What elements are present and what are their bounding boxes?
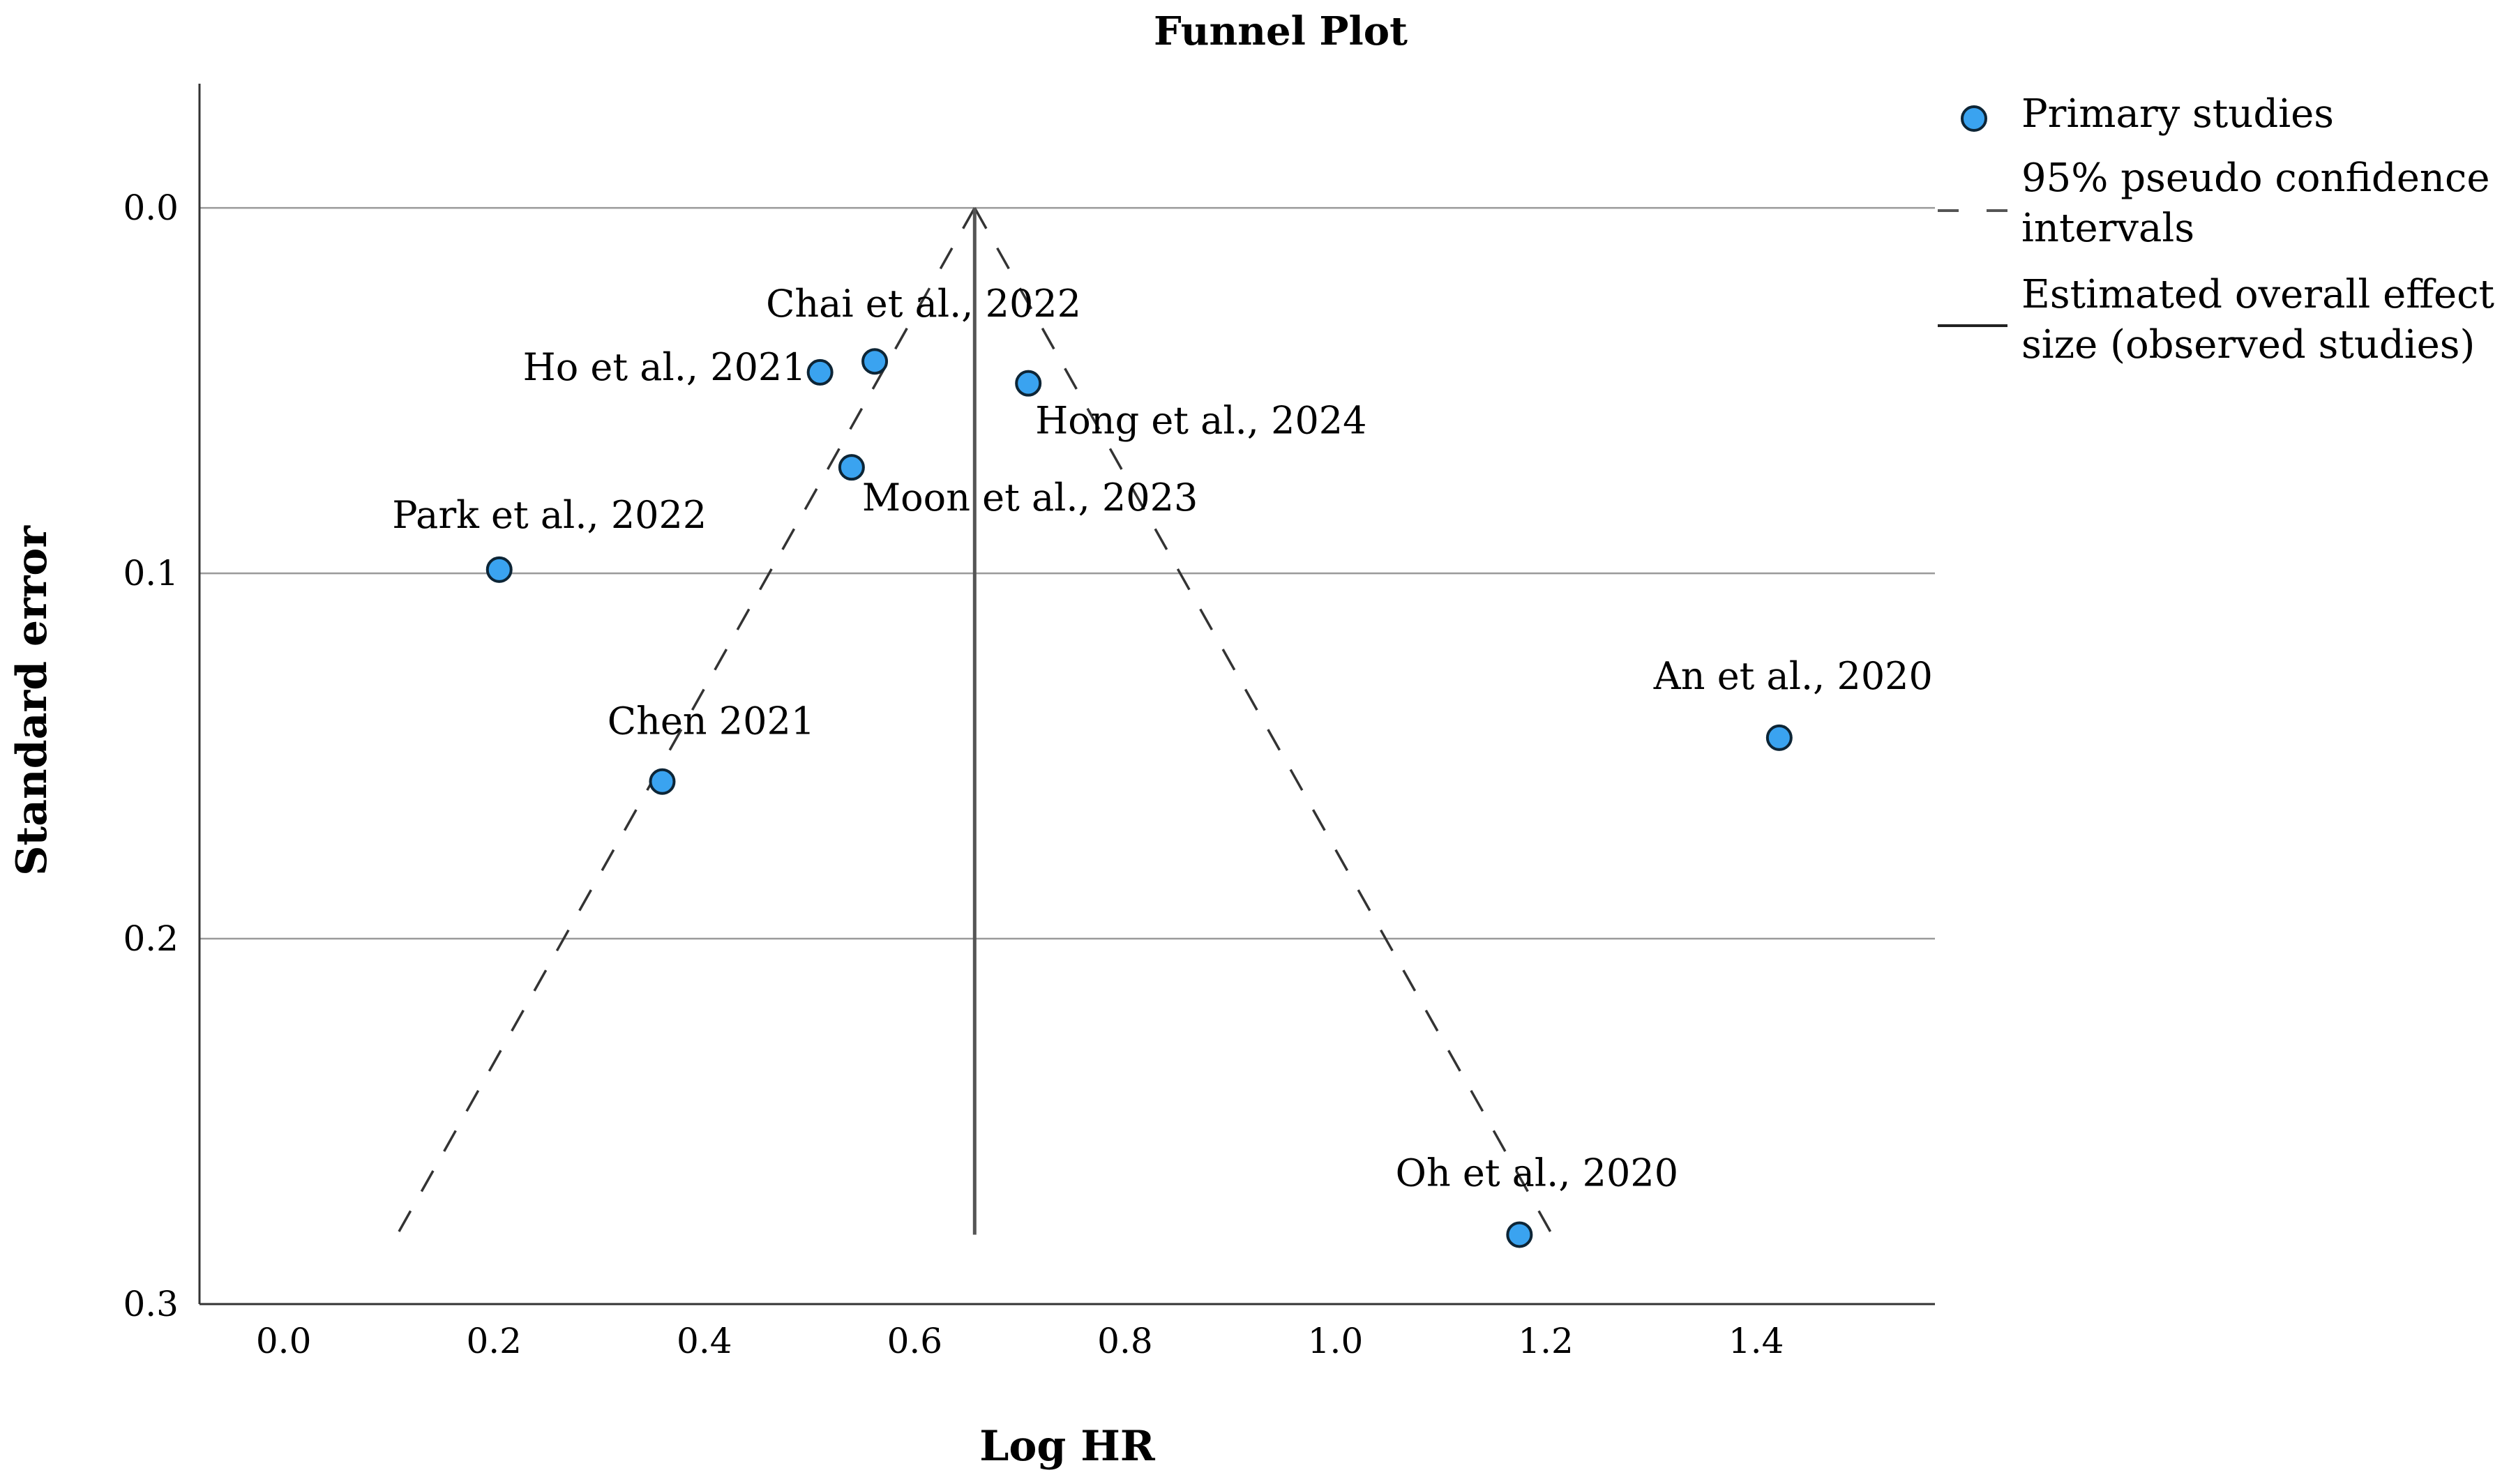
y-axis-title: Standard error — [8, 525, 56, 876]
legend-label: 95% pseudo confidence — [2021, 156, 2489, 201]
data-point-label: Hong et al., 2024 — [1035, 399, 1366, 443]
x-tick-label: 1.0 — [1308, 1321, 1364, 1361]
data-point-label: Moon et al., 2023 — [862, 476, 1198, 520]
y-tick-label: 0.0 — [123, 188, 179, 228]
data-point-label: Ho et al., 2021 — [523, 345, 806, 389]
data-point-label: An et al., 2020 — [1653, 654, 1933, 698]
data-point-label: Oh et al., 2020 — [1396, 1151, 1678, 1195]
x-tick-labels: 0.0 0.2 0.4 0.6 0.8 1.0 1.2 1.4 — [256, 1321, 1784, 1361]
legend-label: size (observed studies) — [2021, 322, 2475, 368]
legend-label: Primary studies — [2021, 91, 2334, 137]
data-point — [838, 454, 865, 481]
x-tick-label: 1.4 — [1728, 1321, 1784, 1361]
y-tick-labels: 0.0 0.1 0.2 0.3 — [123, 188, 179, 1324]
x-tick-label: 0.8 — [1097, 1321, 1153, 1361]
y-tick-label: 0.3 — [123, 1284, 179, 1324]
data-point — [1015, 370, 1042, 397]
x-tick-label: 1.2 — [1518, 1321, 1574, 1361]
x-tick-label: 0.6 — [887, 1321, 943, 1361]
data-point-labels: Chai et al., 2022 Ho et al., 2021 Hong et … — [392, 282, 1933, 1195]
x-tick-label: 0.2 — [466, 1321, 522, 1361]
pseudo-confidence-lines — [395, 207, 1553, 1236]
data-point — [861, 348, 889, 375]
x-tick-label: 0.4 — [677, 1321, 732, 1361]
legend-label: Estimated overall effect — [2021, 272, 2495, 317]
ci-right-line — [973, 207, 1553, 1236]
legend-marker — [1961, 105, 1987, 132]
y-tick-label: 0.2 — [123, 918, 179, 959]
data-point — [485, 556, 513, 583]
y-tick-label: 0.1 — [123, 553, 179, 593]
data-point-label: Chai et al., 2022 — [766, 282, 1081, 326]
data-point-label: Park et al., 2022 — [392, 493, 707, 537]
data-point — [1765, 724, 1793, 751]
x-tick-label: 0.0 — [256, 1321, 312, 1361]
plot-area: 0.0 0.1 0.2 0.3 0.0 0.2 0.4 0.6 0.8 1.0 1.2 1.4 Ch… — [123, 84, 1935, 1361]
data-points — [485, 348, 1793, 1248]
chart-title: Funnel Plot — [1154, 8, 1408, 54]
data-point — [806, 358, 834, 386]
data-point — [649, 768, 676, 795]
data-point-label: Chen 2021 — [608, 699, 815, 743]
legend-label: intervals — [2021, 206, 2194, 251]
legend: Primary studies 95% pseudo confidence inte… — [1938, 91, 2495, 368]
x-axis-title: Log HR — [979, 1422, 1156, 1471]
data-point — [1506, 1221, 1533, 1248]
ci-left-line — [395, 207, 976, 1236]
